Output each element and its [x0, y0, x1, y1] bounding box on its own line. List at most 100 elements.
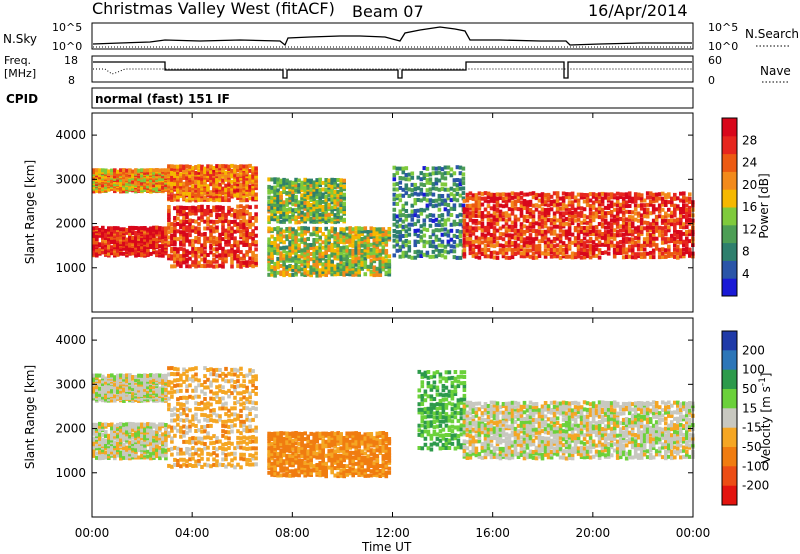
- power-cells-cell: [486, 195, 491, 199]
- power-cells-cell: [606, 192, 611, 197]
- power-cells-cell: [209, 228, 213, 233]
- power-cells-cell: [440, 227, 445, 232]
- vel-cells-cell: [167, 379, 171, 384]
- power-cells-cell: [422, 166, 427, 171]
- power-cells-cell: [348, 248, 352, 253]
- power-cells-cell: [679, 248, 683, 253]
- power-cells-cell: [218, 207, 222, 212]
- vel-cells-cell: [110, 373, 114, 378]
- power-cells-cell: [236, 215, 240, 220]
- power-cells-cell: [585, 193, 590, 198]
- power-cells-cell: [131, 169, 135, 174]
- power-cells-cell: [573, 239, 578, 244]
- power-cells-cell: [233, 211, 237, 216]
- power-cells-cell: [651, 236, 656, 241]
- power-cells-cell: [345, 238, 349, 243]
- power-cells-cell: [167, 205, 171, 209]
- power-cells-cell: [474, 200, 479, 205]
- power-cells-cell: [137, 231, 141, 236]
- power-cells-cell: [582, 218, 587, 223]
- power-cells-cell: [688, 205, 692, 210]
- power-cells-cell: [567, 225, 572, 230]
- power-cells-cell: [549, 250, 554, 255]
- power-cells-cell: [315, 237, 319, 242]
- power-cells-cell: [279, 258, 283, 263]
- power-cells-cell: [600, 232, 605, 236]
- power-cells-cell: [395, 219, 400, 224]
- power-cells-cell: [407, 213, 412, 218]
- power-cells-cell: [146, 227, 150, 232]
- power-cells-cell: [236, 246, 240, 251]
- power-cells-cell: [410, 188, 415, 193]
- power-cells-cell: [576, 205, 581, 210]
- power-cells-cell: [179, 219, 183, 224]
- power-cells-cell: [443, 187, 448, 192]
- power-cells-cell: [143, 237, 147, 242]
- power-cells-cell: [642, 237, 647, 242]
- power-cells-cell: [227, 198, 231, 203]
- power-cells-cell: [636, 243, 641, 248]
- power-cells-cell: [282, 266, 286, 271]
- power-cells-cell: [128, 242, 132, 247]
- power-cells-cell: [425, 250, 430, 255]
- power-cells-cell: [369, 269, 374, 274]
- power-cells-cell: [378, 248, 383, 253]
- vel-cells-cell: [176, 458, 180, 463]
- power-cells-cell: [395, 239, 400, 244]
- power-cells-cell: [673, 226, 677, 231]
- power-cells-cell: [188, 186, 192, 191]
- power-cells-cell: [113, 182, 117, 187]
- power-cells-cell: [212, 264, 216, 269]
- power-cells-cell: [570, 221, 575, 226]
- power-cells-cell: [676, 255, 680, 260]
- power-cells-cell: [419, 182, 424, 187]
- power-cells-cell: [303, 212, 307, 217]
- vel-cells-cell: [149, 436, 153, 441]
- power-cells-cell: [324, 190, 328, 195]
- power-cells-cell: [492, 233, 497, 238]
- vel-cells-cell: [149, 428, 153, 433]
- power-cells-cell: [107, 232, 111, 237]
- power-cells-cell: [673, 203, 677, 208]
- vel-cells-cell: [164, 376, 168, 381]
- power-cells-cell: [360, 262, 364, 267]
- power-cells-cell: [152, 183, 156, 187]
- power-cells-cell: [327, 248, 331, 253]
- power-cells-cell: [588, 247, 593, 252]
- vel-cells-cell: [185, 369, 189, 374]
- vel-cells-cell: [179, 464, 183, 469]
- power-cells-cell: [309, 270, 313, 275]
- power-cells-cell: [543, 211, 548, 216]
- power-cells-cell: [273, 248, 277, 253]
- power-cells-cell: [345, 245, 349, 250]
- power-cells-cell: [401, 234, 406, 238]
- vel-cells-cell: [122, 442, 126, 447]
- power-cells-cell: [413, 198, 418, 202]
- power-cells-cell: [239, 164, 243, 169]
- power-cells-cell: [203, 253, 207, 258]
- power-cells-cell: [564, 233, 569, 238]
- power-cells-cell: [407, 232, 412, 237]
- power-cells-cell: [309, 243, 313, 247]
- power-cells-cell: [468, 218, 473, 223]
- power-cells-cell: [667, 200, 671, 205]
- power-cells-cell: [197, 190, 201, 195]
- vel-cells-cell: [101, 442, 105, 447]
- power-cells-cell: [294, 245, 298, 250]
- power-cells-cell: [200, 184, 204, 189]
- vel-cells-cell: [101, 454, 105, 459]
- power-cells-cell: [122, 168, 126, 173]
- power-cells-cell: [206, 226, 210, 231]
- power-cells-cell: [561, 202, 566, 207]
- power-cells-cell: [149, 178, 153, 183]
- power-cells-cell: [474, 209, 479, 214]
- power-cells-cell: [288, 187, 292, 192]
- vel-cells-cell: [95, 451, 99, 456]
- vel-cells-cell: [98, 436, 102, 441]
- power-cells-cell: [558, 225, 563, 230]
- colorbar-segment: [722, 189, 737, 208]
- power-cells-cell: [179, 168, 183, 172]
- power-cells-cell: [627, 217, 632, 222]
- power-cells-cell: [104, 174, 108, 179]
- power-cells-cell: [288, 226, 292, 231]
